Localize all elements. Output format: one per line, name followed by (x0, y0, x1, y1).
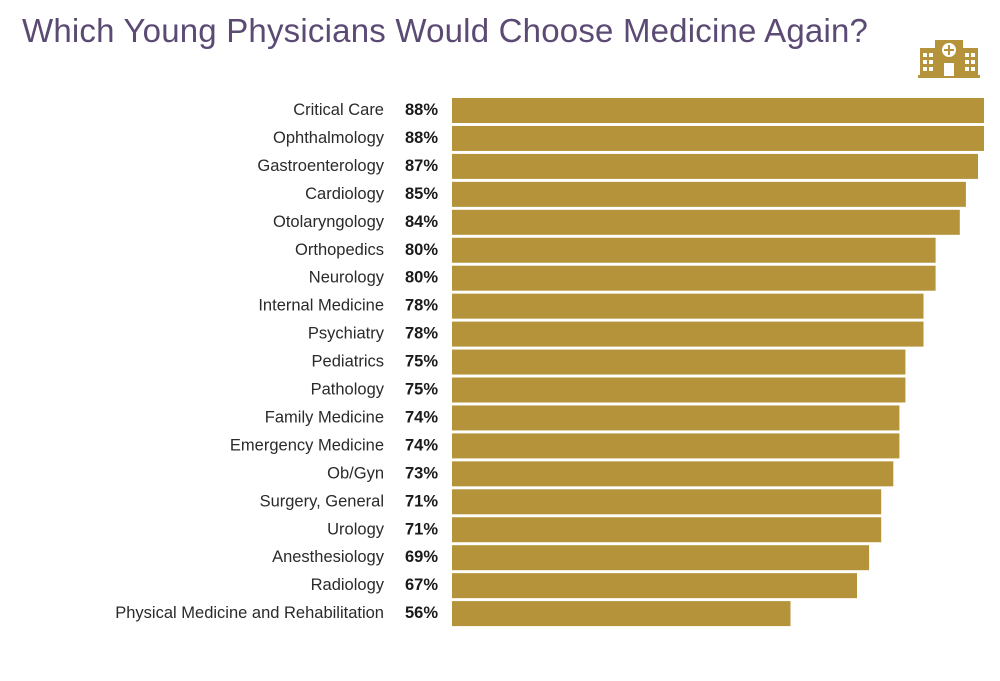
category-label: Ob/Gyn (327, 464, 384, 482)
category-label: Emergency Medicine (230, 436, 384, 454)
category-label: Physical Medicine and Rehabilitation (115, 604, 384, 622)
category-label: Pathology (311, 381, 385, 399)
value-label: 73% (405, 464, 438, 482)
category-label: Surgery, General (260, 492, 384, 510)
value-label: 75% (405, 381, 438, 399)
category-label: Neurology (309, 269, 385, 287)
hospital-icon (918, 40, 980, 78)
category-label: Gastroenterology (257, 157, 384, 175)
bar-15 (452, 517, 882, 543)
value-label: 88% (405, 129, 438, 147)
value-label: 85% (405, 185, 438, 203)
value-label: 56% (405, 604, 438, 622)
category-labels: Critical Care Ophthalmology Gastroenterolo… (115, 101, 384, 622)
category-label: Otolaryngology (273, 213, 385, 231)
category-label: Pediatrics (312, 353, 384, 371)
value-label: 71% (405, 520, 438, 538)
value-label: 80% (405, 241, 438, 259)
bar-9 (452, 349, 906, 375)
value-label: 74% (405, 436, 438, 454)
category-label: Family Medicine (265, 408, 384, 426)
bar-4 (452, 209, 960, 235)
value-label: 71% (405, 492, 438, 510)
category-label: Orthopedics (295, 241, 384, 259)
category-label: Anesthesiology (272, 548, 385, 566)
value-label: 74% (405, 408, 438, 426)
bar-1 (452, 125, 984, 151)
value-labels: 88% 88% 87% 85% 84% 80% 80% 78% 78% 75% 75% 74% 74% 7… (405, 101, 438, 622)
bar-16 (452, 545, 870, 571)
value-label: 88% (405, 101, 438, 119)
category-label: Internal Medicine (258, 297, 384, 315)
bar-18 (452, 601, 791, 627)
bar-6 (452, 265, 936, 291)
chart-title: Which Young Physicians Would Choose Medi… (22, 12, 869, 49)
bar-10 (452, 377, 906, 403)
bar-17 (452, 573, 857, 599)
bars-layer (452, 98, 984, 627)
bar-2 (452, 153, 978, 179)
value-label: 87% (405, 157, 438, 175)
category-label: Cardiology (305, 185, 385, 203)
category-label: Psychiatry (308, 325, 385, 343)
category-label: Radiology (311, 576, 385, 594)
bar-14 (452, 489, 882, 515)
value-label: 84% (405, 213, 438, 231)
category-label: Ophthalmology (273, 129, 385, 147)
bar-11 (452, 405, 900, 431)
bar-8 (452, 321, 924, 347)
value-label: 67% (405, 576, 438, 594)
category-label: Urology (327, 520, 385, 538)
bar-0 (452, 98, 984, 123)
value-label: 78% (405, 325, 438, 343)
bar-13 (452, 461, 894, 487)
value-label: 69% (405, 548, 438, 566)
category-label: Critical Care (293, 101, 384, 119)
bar-5 (452, 237, 936, 263)
bar-3 (452, 181, 966, 207)
bar-7 (452, 293, 924, 319)
value-label: 80% (405, 269, 438, 287)
bar-12 (452, 433, 900, 459)
value-label: 78% (405, 297, 438, 315)
value-label: 75% (405, 353, 438, 371)
